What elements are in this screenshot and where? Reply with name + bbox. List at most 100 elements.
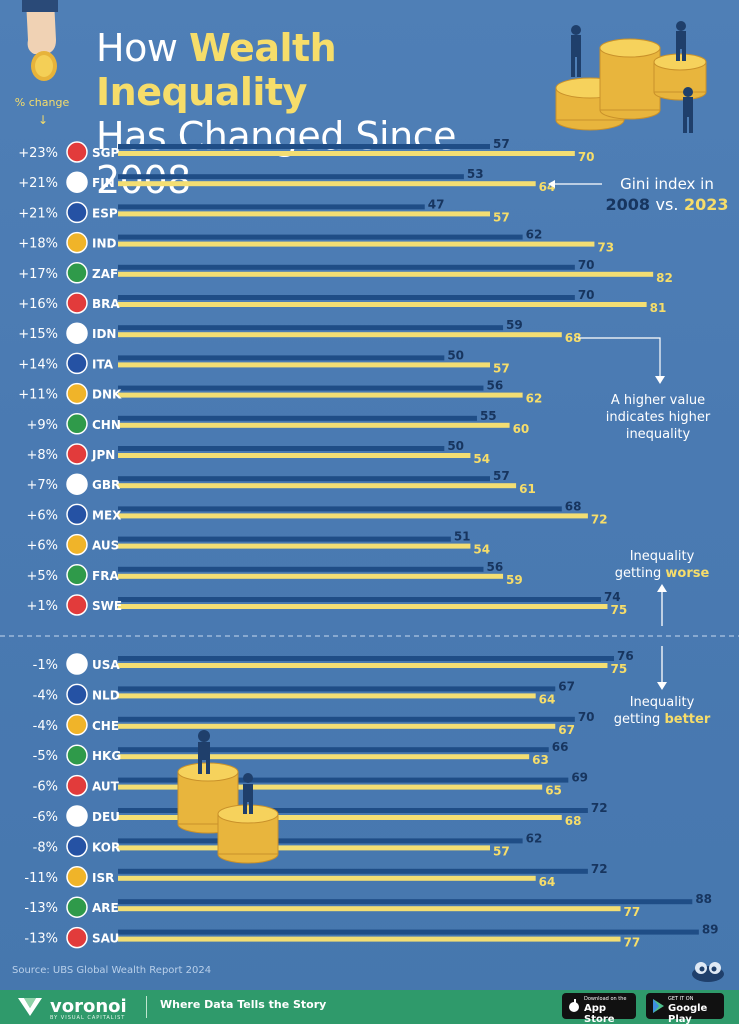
annotation-higher-line1: A higher value bbox=[610, 393, 706, 408]
pct-change-label: +6% bbox=[26, 508, 58, 523]
flag-icon bbox=[66, 231, 88, 254]
value-label-2023: 75 bbox=[610, 603, 627, 617]
value-label-2023: 65 bbox=[545, 784, 562, 798]
value-label-2023: 61 bbox=[519, 482, 536, 496]
bar-2008 bbox=[118, 234, 523, 240]
flag-icon bbox=[66, 141, 88, 163]
value-label-2008: 57 bbox=[493, 137, 510, 151]
app-store-small: Download on the bbox=[584, 996, 627, 1002]
bar-2023 bbox=[118, 875, 536, 881]
value-label-2008: 72 bbox=[591, 862, 608, 876]
bar-2008 bbox=[118, 536, 451, 542]
value-label-2008: 47 bbox=[428, 197, 445, 211]
google-play-icon bbox=[653, 999, 664, 1013]
country-label: ISR bbox=[92, 871, 114, 885]
flag-icon bbox=[66, 805, 88, 827]
flag-icon bbox=[66, 443, 88, 465]
country-label: CHN bbox=[92, 418, 121, 432]
value-label-2023: 75 bbox=[610, 662, 627, 676]
country-label: KOR bbox=[92, 840, 120, 854]
bar-2008 bbox=[118, 686, 556, 692]
country-label: SWE bbox=[92, 599, 122, 613]
flag-icon bbox=[66, 564, 88, 586]
flag-icon bbox=[66, 262, 88, 284]
flag-icon bbox=[66, 292, 88, 314]
annotation-better: Inequality getting better bbox=[598, 694, 726, 728]
annotation-better-hl: better bbox=[664, 712, 711, 727]
flag-icon bbox=[66, 352, 88, 375]
bar-2023 bbox=[118, 362, 490, 368]
google-play-button[interactable]: GET IT ON Google Play bbox=[646, 993, 724, 1024]
bar-2023 bbox=[118, 302, 647, 307]
legend-vs: vs. bbox=[655, 195, 679, 214]
flag-icon bbox=[66, 683, 88, 706]
page-title: How Wealth Inequality Has Changed Since … bbox=[96, 26, 456, 202]
flag-icon bbox=[66, 201, 88, 224]
value-label-2008: 50 bbox=[447, 348, 464, 362]
value-label-2008: 70 bbox=[578, 288, 595, 302]
flag-icon bbox=[66, 714, 88, 736]
bar-2023 bbox=[118, 754, 530, 760]
pct-change-label: +9% bbox=[26, 418, 58, 433]
annotation-worse-line1: Inequality bbox=[629, 549, 695, 564]
country-label: MEX bbox=[92, 508, 122, 522]
bar-2023 bbox=[118, 332, 562, 338]
bar-2023 bbox=[118, 422, 510, 428]
annotation-higher-line2: indicates higher bbox=[605, 410, 711, 425]
value-label-2008: 74 bbox=[604, 590, 621, 604]
flag-icon bbox=[66, 473, 88, 495]
down-arrow-icon: ↓ bbox=[38, 113, 49, 127]
value-label-2023: 57 bbox=[493, 361, 510, 375]
country-label: JPN bbox=[91, 448, 115, 462]
pct-change-label: +21% bbox=[18, 206, 58, 221]
value-label-2008: 59 bbox=[506, 318, 523, 332]
country-label: IDN bbox=[92, 327, 116, 341]
bar-2023 bbox=[118, 211, 490, 217]
value-label-2023: 77 bbox=[624, 905, 641, 919]
flag-icon bbox=[66, 835, 88, 858]
value-label-2008: 57 bbox=[493, 469, 510, 483]
hand-coin-icon bbox=[22, 0, 58, 81]
bar-2008 bbox=[118, 838, 523, 844]
legend-2008: 2008 bbox=[605, 195, 650, 214]
flag-icon bbox=[66, 653, 88, 675]
value-label-2023: 64 bbox=[539, 875, 556, 889]
annotation-connector bbox=[578, 337, 665, 384]
down-arrow-icon bbox=[657, 646, 667, 690]
flag-icon bbox=[66, 503, 88, 526]
bar-2023 bbox=[118, 151, 575, 156]
country-label: DNK bbox=[92, 388, 122, 402]
bar-2023 bbox=[118, 453, 471, 458]
value-label-2008: 72 bbox=[591, 801, 608, 815]
flag-icon bbox=[66, 382, 88, 405]
source-note: Source: UBS Global Wealth Report 2024 bbox=[12, 965, 212, 976]
bar-2008 bbox=[118, 656, 614, 661]
country-label: HKG bbox=[92, 749, 121, 763]
annotation-higher: A higher value indicates higher inequali… bbox=[588, 392, 728, 443]
flag-icon bbox=[66, 413, 88, 435]
country-label: SGP bbox=[92, 146, 119, 160]
value-label-2023: 57 bbox=[493, 210, 510, 224]
brand-name[interactable]: voronoi bbox=[50, 996, 127, 1017]
annotation-higher-line3: inequality bbox=[625, 427, 691, 442]
annotation-better-line1: Inequality bbox=[629, 695, 695, 710]
bar-2008 bbox=[118, 144, 490, 149]
legend-2023: 2023 bbox=[684, 195, 729, 214]
value-label-2023: 64 bbox=[539, 692, 556, 706]
country-label: AUS bbox=[92, 539, 119, 553]
pct-change-label: -13% bbox=[24, 932, 58, 947]
bar-2023 bbox=[118, 663, 608, 668]
legend: Gini index in 2008 vs. 2023 bbox=[602, 174, 732, 216]
pct-change-label: +6% bbox=[26, 539, 58, 554]
app-store-button[interactable]: Download on the App Store bbox=[562, 993, 636, 1024]
value-label-2023: 54 bbox=[473, 543, 490, 557]
bar-2008 bbox=[118, 808, 588, 813]
value-label-2008: 56 bbox=[486, 379, 503, 393]
value-label-2023: 67 bbox=[558, 723, 575, 737]
pct-change-label: +16% bbox=[18, 297, 58, 312]
brand-sub: BY VISUAL CAPITALIST bbox=[50, 1015, 126, 1021]
value-label-2008: 50 bbox=[447, 439, 464, 453]
bar-2008 bbox=[118, 204, 425, 210]
country-label: ITA bbox=[92, 357, 114, 371]
